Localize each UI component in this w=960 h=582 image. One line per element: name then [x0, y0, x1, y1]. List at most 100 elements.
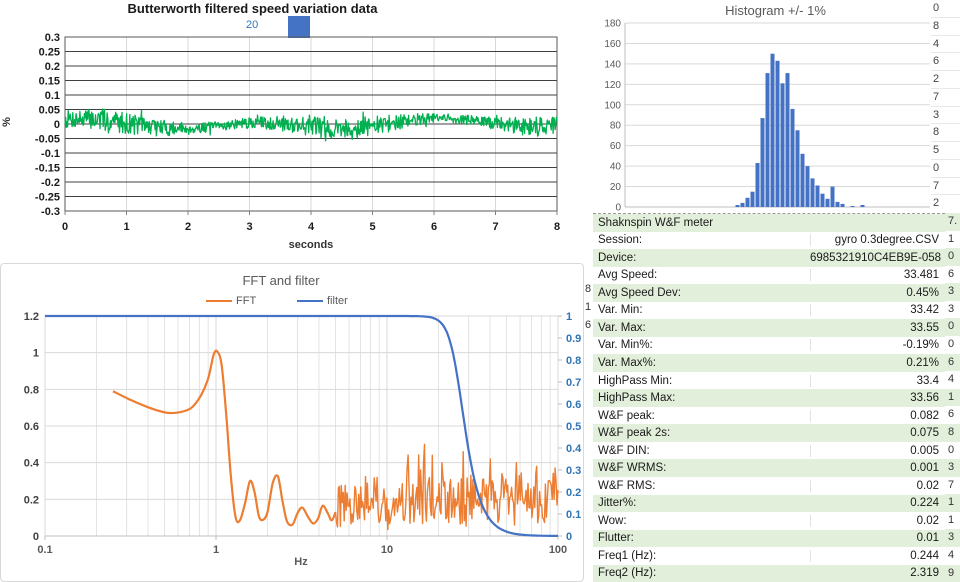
row-value[interactable]: 0.001 — [910, 462, 939, 475]
fft-right-tick-label: 0.5 — [566, 421, 581, 433]
row-label[interactable]: W&F DIN: — [598, 444, 650, 457]
row-value[interactable]: 33.4 — [810, 374, 945, 387]
table-row: W&F DIN: 0.005 — [593, 442, 945, 460]
row-label[interactable]: Flutter: — [598, 532, 634, 545]
speed-x-tick-label: 2 — [185, 221, 191, 233]
histogram-bar — [735, 205, 740, 207]
fft-left-tick-label: 0.2 — [24, 494, 39, 506]
histogram-y-tick-label: 80 — [610, 121, 622, 132]
fft-left-tick-label: 0.8 — [24, 384, 39, 396]
row-label[interactable]: Freq2 (Hz): — [598, 567, 657, 580]
histogram-bar — [850, 206, 855, 207]
speed-y-tick-label: 0.15 — [39, 76, 60, 88]
row-label[interactable]: Avg Speed Dev: — [598, 286, 681, 299]
row-value[interactable]: gyro 0.3degree.CSV — [810, 234, 945, 247]
fft-left-tick-label: 0 — [33, 531, 39, 543]
row-value[interactable]: 0.45% — [906, 286, 939, 299]
row-value[interactable]: 0.01 — [916, 532, 939, 545]
speed-x-tick-label: 5 — [369, 221, 375, 233]
row-value[interactable]: 33.481 — [810, 269, 945, 282]
table-row: Var. Max: 33.55 — [593, 319, 945, 337]
histogram-y-tick-label: 0 — [615, 203, 621, 214]
row-label[interactable]: W&F WRMS: — [598, 462, 667, 475]
row-value[interactable]: 0.075 — [910, 427, 939, 440]
row-value[interactable]: 0.005 — [810, 444, 945, 457]
fft-right-tick-label: 0.9 — [566, 333, 581, 345]
row-value[interactable]: 0.21% — [906, 357, 939, 370]
clipped-cell: 0 — [948, 443, 955, 456]
fft-left-tick-label: 1 — [33, 348, 39, 360]
clipped-cell: 8 — [585, 283, 592, 295]
row-label[interactable]: W&F peak: — [598, 409, 655, 422]
fft-right-tick-label: 0.1 — [566, 509, 581, 521]
speed-x-tick-label: 0 — [62, 221, 68, 233]
speed-variation-chart[interactable]: Butterworth filtered speed variation dat… — [0, 0, 592, 262]
clipped-cell: 2 — [931, 195, 960, 212]
histogram-bar — [815, 185, 820, 207]
clipped-cell: 4 — [948, 373, 955, 386]
histogram-bar — [830, 186, 835, 207]
row-label[interactable]: Freq1 (Hz): — [598, 549, 657, 562]
fft-chart-title: FFT and filter — [242, 273, 320, 288]
speed-y-axis-title: % — [0, 117, 13, 127]
row-label[interactable]: Shaknspin W&F meter — [598, 216, 714, 229]
row-label[interactable]: Avg Speed: — [598, 269, 658, 282]
table-row: Freq2 (Hz): 2.319 — [593, 564, 945, 582]
row-value[interactable]: -0.19% — [810, 339, 945, 352]
table-header-row: Shaknspin W&F meter — [593, 214, 945, 232]
fft-filter-chart[interactable]: FFT and filter FFT filter 1.2 1 0.8 0.6 0.4 0… — [0, 263, 584, 582]
speed-x-tick-label: 4 — [308, 221, 315, 233]
row-value[interactable]: 0.082 — [810, 409, 945, 422]
row-label[interactable]: HighPass Max: — [598, 392, 676, 405]
row-label[interactable]: Jitter%: — [598, 497, 637, 510]
row-value[interactable]: 0.224 — [910, 497, 939, 510]
row-value[interactable]: 2.319 — [910, 567, 939, 580]
row-label[interactable]: Var. Min: — [598, 304, 643, 317]
row-label[interactable]: Var. Max%: — [598, 357, 656, 370]
fft-series-noise-line — [334, 443, 559, 531]
row-label[interactable]: Var. Min%: — [598, 339, 653, 352]
row-label[interactable]: Session: — [598, 234, 643, 247]
speed-y-tick-label: 0.05 — [39, 105, 60, 117]
clipped-cell: 8 — [945, 423, 960, 442]
fft-x-tick-label: 0.1 — [37, 544, 52, 556]
speed-plot: 0.3 0.25 0.2 0.15 0.1 0.05 0 -0.05 -0.1 -0.15 -0.2… — [35, 32, 560, 233]
clipped-cell: 1 — [948, 232, 955, 245]
table-row: Device: 6985321910C4EB9E-058 — [593, 249, 945, 267]
clipped-cell: 3 — [945, 529, 960, 547]
row-value[interactable]: 33.42 — [810, 304, 945, 317]
filter-series-line — [45, 314, 558, 537]
speed-y-tick-label: -0.25 — [35, 192, 60, 204]
speed-x-axis-title: seconds — [288, 239, 334, 251]
row-value[interactable]: 33.56 — [910, 392, 939, 405]
row-value[interactable]: 6985321910C4EB9E-058 — [810, 251, 942, 264]
row-value[interactable]: 0.02 — [810, 514, 945, 527]
histogram-bar — [750, 191, 755, 207]
table-row: Var. Min%: -0.19% — [593, 337, 945, 355]
table-row: W&F peak: 0.082 — [593, 407, 945, 425]
speed-y-tick-label: -0.3 — [41, 206, 60, 218]
row-label[interactable]: Device: — [598, 251, 637, 264]
speed-x-tick-label: 1 — [123, 221, 129, 233]
row-value[interactable]: 33.55 — [910, 321, 939, 334]
histogram-bar — [755, 163, 760, 207]
row-label[interactable]: W&F RMS: — [598, 479, 656, 492]
clipped-cell: 8 — [931, 18, 960, 36]
histogram-y-tick-label: 40 — [610, 162, 622, 173]
fft-x-tick-label: 10 — [381, 544, 393, 556]
clipped-cell: 3 — [931, 107, 960, 125]
row-label[interactable]: Wow: — [598, 514, 627, 527]
table-row: W&F RMS: 0.02 — [593, 477, 945, 495]
fft-right-tick-label: 0.3 — [566, 465, 581, 477]
clipped-cell: 7. — [945, 213, 960, 231]
clipped-cell: 6 — [931, 53, 960, 71]
speed-y-tick-label: 0.3 — [45, 32, 60, 44]
row-label[interactable]: Var. Max: — [598, 321, 646, 334]
row-label[interactable]: HighPass Min: — [598, 374, 673, 387]
histogram-chart[interactable]: Histogram +/- 1% 180 160 140 120 100 80 60 40 20… — [593, 0, 931, 213]
table-row: Flutter: 0.01 — [593, 529, 945, 548]
row-label[interactable]: W&F peak 2s: — [598, 427, 671, 440]
row-value[interactable]: 0.244 — [810, 549, 945, 562]
row-value[interactable]: 0.02 — [810, 479, 945, 492]
speed-signal-line — [64, 108, 558, 142]
